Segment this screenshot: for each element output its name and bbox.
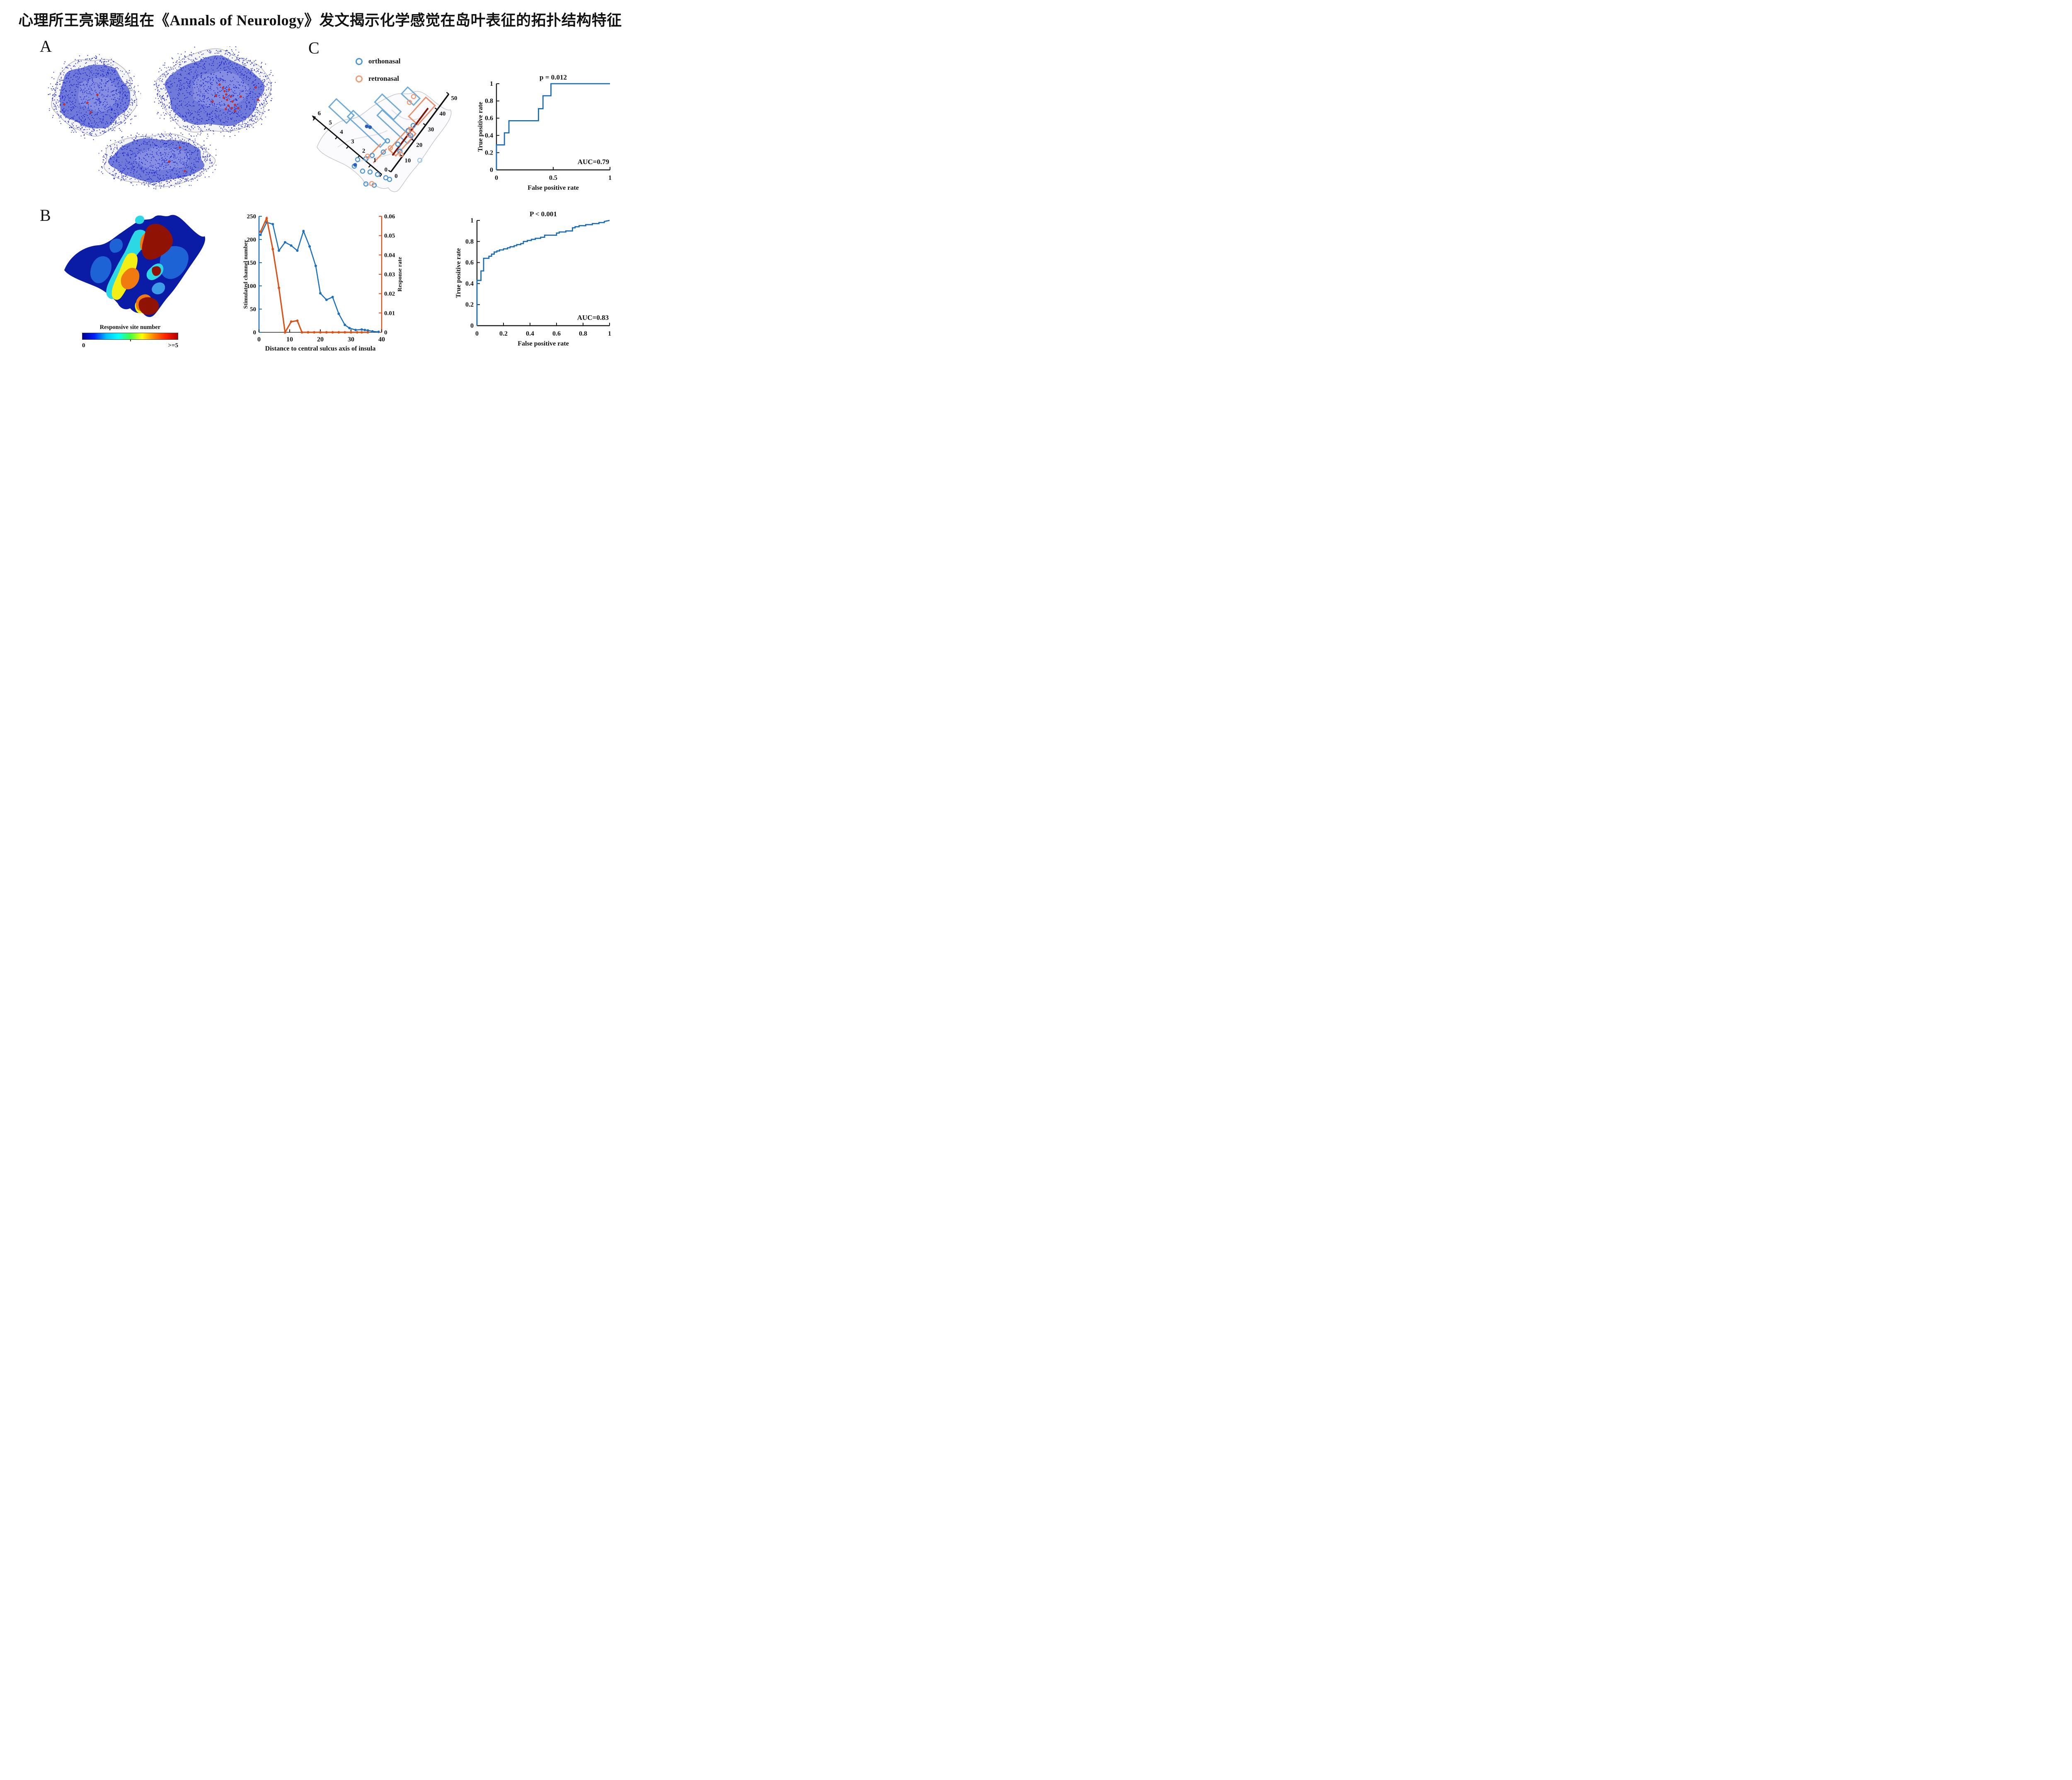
svg-text:0.02: 0.02 (384, 291, 395, 297)
svg-text:0: 0 (385, 167, 388, 173)
svg-text:1: 1 (373, 157, 377, 164)
svg-text:0.2: 0.2 (499, 330, 508, 337)
svg-text:0.8: 0.8 (579, 330, 587, 337)
svg-text:3: 3 (351, 138, 354, 145)
svg-text:P < 0.001: P < 0.001 (530, 210, 557, 218)
svg-text:5: 5 (329, 119, 332, 126)
svg-text:0: 0 (470, 322, 474, 329)
colorbar-gradient (82, 333, 178, 341)
svg-text:0.05: 0.05 (384, 233, 395, 239)
svg-text:0.06: 0.06 (384, 213, 395, 220)
svg-text:0.4: 0.4 (465, 280, 474, 287)
svg-text:0: 0 (475, 330, 479, 337)
svg-text:0: 0 (490, 167, 493, 174)
svg-text:0.6: 0.6 (465, 259, 474, 266)
svg-text:0.5: 0.5 (549, 174, 557, 181)
insula-outline (317, 91, 452, 192)
colorbar-mid-tick (130, 339, 131, 341)
svg-text:1: 1 (490, 80, 493, 87)
svg-text:10: 10 (404, 157, 411, 164)
svg-text:0.04: 0.04 (384, 252, 395, 259)
svg-text:40: 40 (439, 111, 445, 117)
colorbar: Responsive site number 0 >=5 (82, 324, 178, 349)
colorbar-min-label: 0 (82, 342, 85, 349)
colorbar-max-label: >=5 (168, 342, 178, 349)
svg-text:30: 30 (348, 336, 354, 343)
svg-text:150: 150 (247, 260, 257, 266)
svg-text:0.8: 0.8 (465, 238, 474, 245)
svg-text:50: 50 (250, 306, 256, 313)
svg-text:p = 0.012: p = 0.012 (540, 73, 567, 81)
svg-text:0.01: 0.01 (384, 310, 395, 317)
svg-text:1: 1 (608, 174, 612, 181)
brain-left-sagittal-figure (48, 54, 141, 140)
legend-item-orthonasal: orthonasal (356, 57, 400, 65)
svg-text:0.6: 0.6 (552, 330, 561, 337)
svg-text:0: 0 (395, 173, 398, 180)
svg-text:True positive rate: True positive rate (477, 102, 484, 152)
svg-text:20: 20 (416, 142, 422, 148)
panel-c-label: C (308, 39, 320, 57)
panel-a-label: A (40, 37, 52, 56)
roc-chart-responsive-sites: 0 0.2 0.4 0.6 0.8 1 0 0.2 0.4 0.6 0.8 1 P < 0.001 AUC… (455, 210, 611, 347)
svg-text:AUC=0.79: AUC=0.79 (578, 158, 609, 166)
svg-text:10: 10 (286, 336, 293, 343)
svg-text:0: 0 (257, 336, 261, 343)
svg-text:False positive rate: False positive rate (528, 184, 579, 191)
stimulation-profile-chart: 05010015020025000.010.020.030.040.050.06… (243, 213, 403, 352)
svg-text:50: 50 (451, 95, 457, 102)
svg-text:0.8: 0.8 (485, 98, 493, 105)
svg-text:0: 0 (253, 329, 257, 336)
page-title: 心理所王亮课题组在《Annals of Neurology》发文揭示化学感觉在岛… (18, 12, 622, 29)
svg-text:200: 200 (247, 237, 257, 243)
colorbar-title: Responsive site number (99, 324, 161, 331)
svg-text:1: 1 (608, 330, 611, 337)
svg-text:AUC=0.83: AUC=0.83 (577, 314, 609, 322)
svg-text:1: 1 (470, 217, 474, 224)
legend-item-retronasal: retronasal (356, 75, 400, 83)
svg-text:0.4: 0.4 (526, 330, 534, 337)
svg-text:Stimulated channel number: Stimulated channel number (243, 240, 249, 309)
svg-text:100: 100 (247, 283, 257, 290)
svg-text:20: 20 (317, 336, 324, 343)
svg-text:2: 2 (362, 148, 366, 154)
svg-text:0.03: 0.03 (384, 271, 395, 278)
insula-heatmap-shapes (64, 215, 206, 317)
roc-chart-orthonasal: 0 0.2 0.4 0.6 0.8 1 0 0.5 1 p = 0.012 AUC=0.79 Fals… (477, 73, 612, 191)
legend-label-orthonasal: orthonasal (368, 57, 401, 65)
panel-c-legend: orthonasal retronasal (356, 57, 400, 83)
svg-text:Distance to central sulcus axi: Distance to central sulcus axis of insul… (265, 345, 376, 352)
brain-right-sagittal-figure (153, 46, 276, 139)
svg-text:False positive rate: False positive rate (518, 340, 569, 347)
legend-label-retronasal: retronasal (368, 75, 399, 82)
retronasal-marker-icon (356, 75, 363, 82)
svg-text:True positive rate: True positive rate (455, 248, 462, 298)
svg-text:4: 4 (340, 129, 343, 135)
svg-text:0.2: 0.2 (485, 149, 493, 156)
svg-text:0.2: 0.2 (465, 301, 474, 308)
svg-text:0.6: 0.6 (485, 115, 493, 122)
svg-text:40: 40 (378, 336, 385, 343)
svg-text:6: 6 (318, 110, 321, 117)
svg-text:30: 30 (428, 126, 434, 133)
brain-axial-figure (99, 132, 217, 189)
svg-text:Response rate: Response rate (397, 257, 403, 292)
svg-text:0: 0 (384, 329, 387, 336)
svg-text:250: 250 (247, 213, 257, 220)
svg-text:0.4: 0.4 (485, 132, 493, 139)
orthonasal-marker-icon (356, 58, 363, 65)
svg-text:0: 0 (495, 174, 498, 181)
figure-page: 心理所王亮课题组在《Annals of Neurology》发文揭示化学感觉在岛… (0, 0, 640, 385)
insula-heatmap-figure (64, 215, 206, 317)
panel-b-label: B (40, 206, 51, 225)
